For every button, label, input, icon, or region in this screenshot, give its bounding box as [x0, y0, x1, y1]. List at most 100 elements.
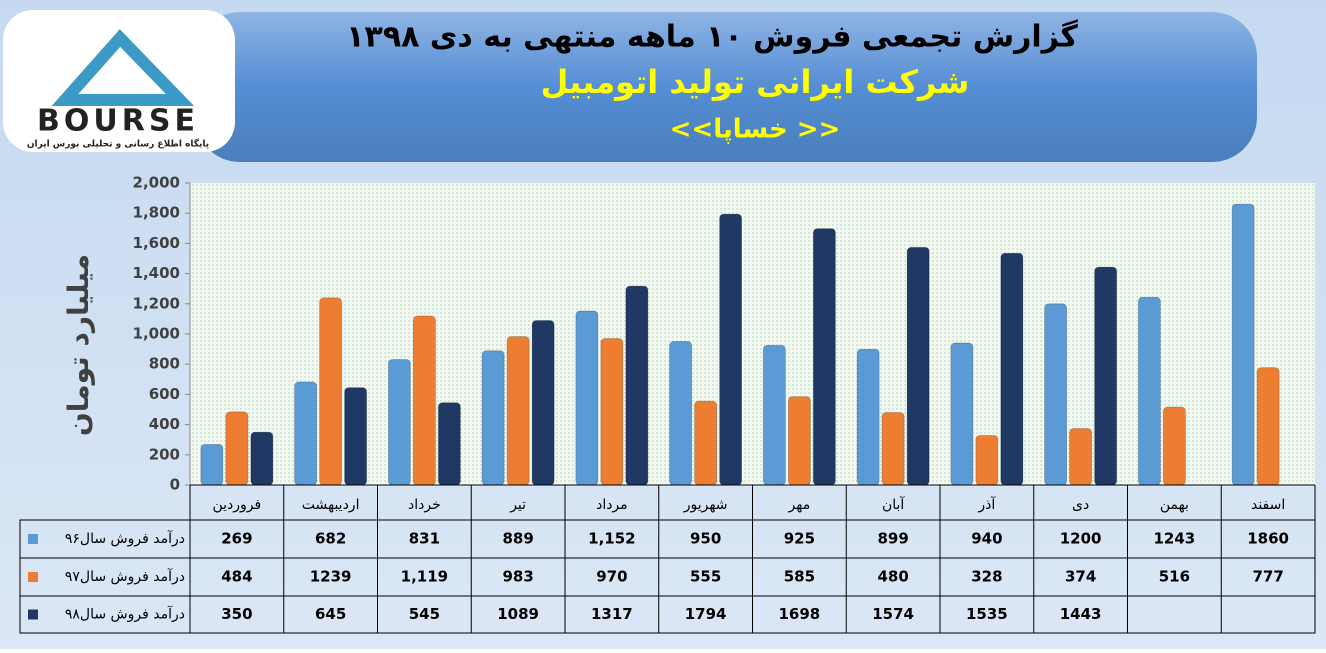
bar — [387, 359, 411, 486]
data-label: 480 — [877, 568, 908, 586]
data-label: 1,119 — [401, 568, 448, 586]
data-label: 645 — [315, 605, 346, 623]
bar — [1231, 203, 1255, 486]
legend-swatch — [28, 609, 38, 620]
data-label: 1089 — [497, 605, 539, 623]
y-tick-label: 0 — [170, 476, 180, 494]
data-label: 1317 — [591, 605, 633, 623]
y-tick-label: 1,800 — [133, 204, 180, 222]
title-banner — [195, 12, 1257, 162]
bar — [625, 285, 649, 486]
x-tick-label: فروردین — [213, 497, 262, 513]
legend-swatch — [28, 572, 38, 582]
data-label: 970 — [596, 568, 627, 586]
y-axis-label: میلیارد تومان — [62, 254, 95, 436]
data-label: 269 — [221, 530, 252, 548]
logo-box — [3, 10, 235, 152]
data-label: 374 — [1065, 568, 1096, 586]
y-tick-label: 600 — [149, 385, 180, 403]
chart-caption: <<خساپا >> — [670, 115, 841, 145]
bar — [906, 246, 930, 486]
x-tick-label: آبان — [882, 496, 905, 513]
data-label: 983 — [502, 568, 533, 586]
bar — [506, 336, 530, 486]
bar — [575, 310, 599, 486]
data-label: 1574 — [872, 605, 914, 623]
logo-tagline: پایگاه اطلاع رسانی و تحلیلی بورس ایران — [27, 138, 209, 150]
bar — [225, 411, 249, 486]
y-tick-label: 200 — [149, 445, 180, 463]
y-tick-label: 1,000 — [133, 325, 180, 343]
bar — [412, 315, 436, 486]
data-label: 831 — [409, 530, 440, 548]
data-label: 1794 — [685, 605, 727, 623]
bar — [881, 412, 905, 486]
bar — [1137, 296, 1161, 486]
data-label: 940 — [971, 530, 1002, 548]
data-label: 1443 — [1060, 605, 1102, 623]
chart-title: گزارش تجمعی فروش ۱۰ ماهه منتهی به دی ۱۳۹… — [346, 19, 1078, 55]
bar — [294, 381, 318, 486]
data-label: 516 — [1159, 568, 1190, 586]
legend-label: درآمد فروش سال۹۸ — [65, 606, 185, 623]
bar — [975, 435, 999, 486]
x-tick-label: مرداد — [596, 497, 628, 513]
x-tick-label: بهمن — [1160, 497, 1189, 513]
bar — [481, 350, 505, 486]
x-tick-label: اردیبهشت — [302, 497, 360, 513]
legend-swatch — [28, 534, 38, 544]
legend-label: درآمد فروش سال۹۷ — [65, 568, 185, 585]
logo-text: BOURSE — [37, 104, 199, 139]
bar — [719, 213, 743, 486]
y-tick-label: 2,000 — [133, 174, 180, 192]
bar — [250, 431, 274, 486]
y-tick-label: 1,200 — [133, 294, 180, 312]
x-tick-label: تیر — [509, 497, 526, 513]
bar — [812, 228, 836, 486]
bar — [437, 402, 461, 486]
data-label: 1243 — [1154, 530, 1196, 548]
y-tick-label: 1,600 — [133, 234, 180, 252]
data-label: 585 — [784, 568, 815, 586]
y-tick-label: 1,400 — [133, 264, 180, 282]
data-label: 1200 — [1060, 530, 1102, 548]
data-label: 1535 — [966, 605, 1008, 623]
bar — [531, 320, 555, 486]
plot-area — [190, 183, 1315, 485]
bar — [1162, 406, 1186, 486]
data-label: 889 — [502, 530, 533, 548]
data-label: 1,152 — [588, 530, 635, 548]
bar — [600, 338, 624, 486]
data-label: 328 — [971, 568, 1002, 586]
data-label: 484 — [221, 568, 252, 586]
x-tick-label: آذر — [977, 496, 996, 513]
bar — [762, 344, 786, 486]
y-tick-label: 800 — [149, 355, 180, 373]
bar — [1256, 367, 1280, 486]
bar — [200, 443, 224, 486]
bar — [787, 396, 811, 486]
data-label: 545 — [409, 605, 440, 623]
bar — [1094, 266, 1118, 486]
x-tick-label: شهریور — [683, 497, 728, 513]
bar — [1044, 303, 1068, 486]
data-label: 950 — [690, 530, 721, 548]
bar — [1000, 252, 1024, 486]
x-tick-label: خرداد — [408, 497, 441, 513]
x-tick-label: دی — [1072, 497, 1089, 513]
bar — [319, 297, 343, 486]
x-tick-label: اسفند — [1251, 497, 1285, 513]
y-tick-label: 400 — [149, 415, 180, 433]
x-tick-label: مهر — [788, 497, 811, 513]
data-label: 1239 — [310, 568, 352, 586]
legend-label: درآمد فروش سال۹۶ — [65, 530, 185, 547]
data-label: 899 — [877, 530, 908, 548]
bar — [344, 387, 368, 486]
bar — [856, 348, 880, 486]
chart-subtitle: شرکت ایرانی تولید اتومبیل — [541, 63, 970, 101]
data-label: 1860 — [1247, 530, 1289, 548]
logo-shape — [51, 29, 195, 106]
data-label: 682 — [315, 530, 346, 548]
